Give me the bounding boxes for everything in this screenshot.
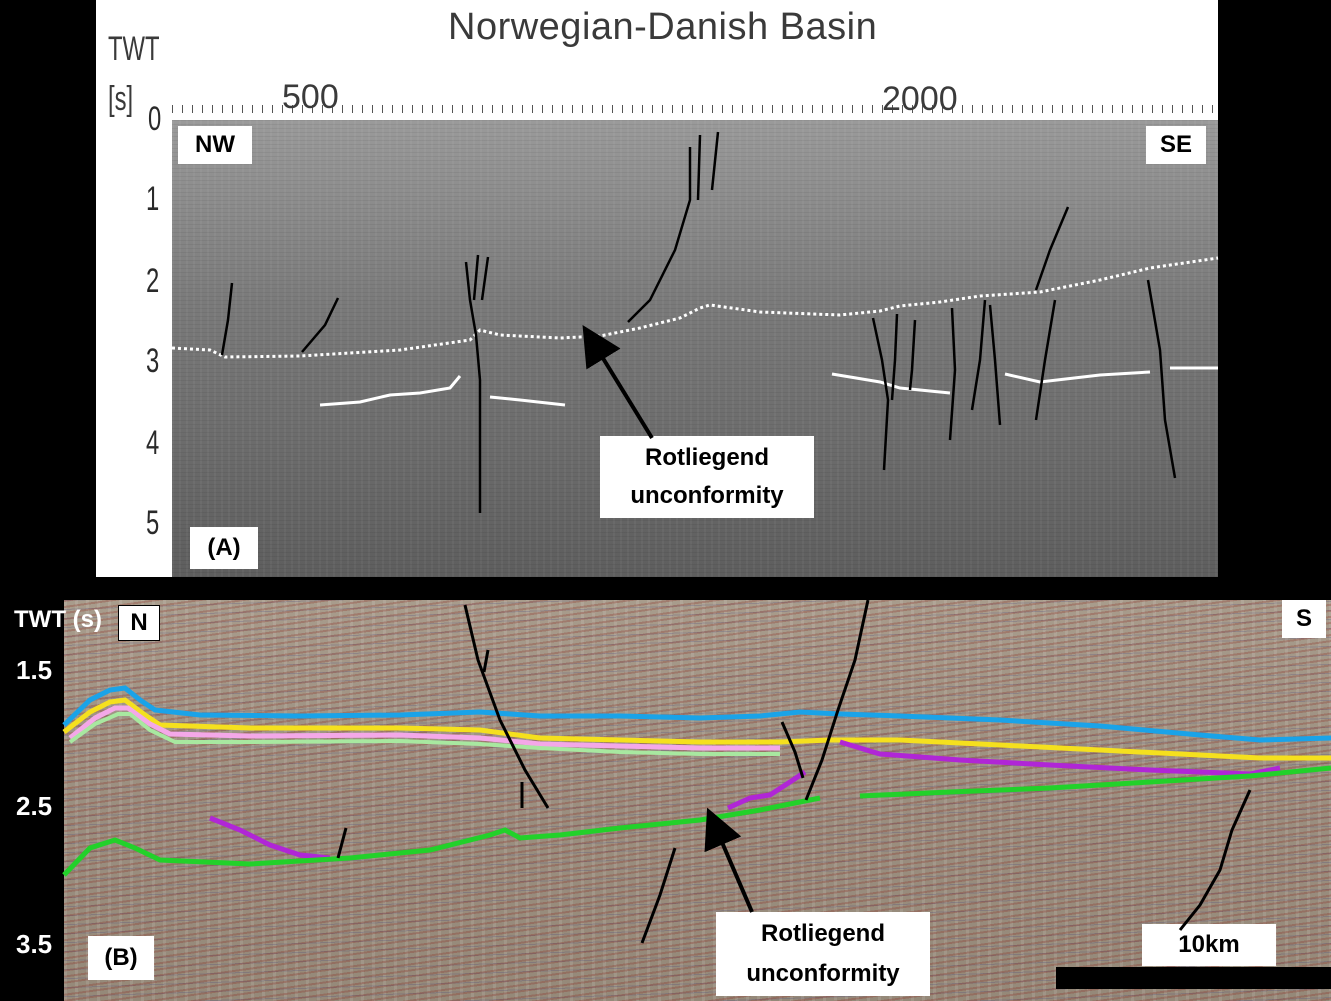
panel-a-trace-500: 500	[282, 78, 339, 116]
panel-a-y-tick-4: 4	[146, 424, 160, 462]
panel-a-horizon-right2	[1004, 370, 1151, 384]
panel-b-horizon-purple-mid	[726, 769, 807, 811]
panel-b-y-tick-1-5: 1.5	[16, 655, 53, 685]
panel-b-annotation-line1: Rotliegend	[761, 920, 885, 947]
panel-b-horizon-yellow	[62, 697, 1331, 761]
seismic-section-b	[64, 600, 1331, 1001]
panel-a-y-tick-5: 5	[146, 504, 160, 542]
panel-a-horizon-left	[319, 375, 462, 407]
panel-b-annotation-line2: unconformity	[746, 960, 900, 987]
panel-b-horizon-green-right	[859, 765, 1331, 799]
panel-b-axis-label: TWT (s)	[14, 606, 102, 633]
panel-b-y-tick-2-5: 2.5	[16, 791, 53, 821]
panel-b-horizon-blue	[62, 685, 1331, 743]
panel-b-horizon-lightgreen	[68, 712, 780, 756]
panel-a-y-tick-3: 3	[146, 342, 160, 380]
panel-a-y-tick-0: 0	[148, 100, 162, 138]
panel-b-horizon-pink	[68, 705, 780, 751]
panel-b-horizon-green	[62, 795, 821, 877]
panel-a-horizon-mid	[489, 395, 566, 407]
panel-a-axis-label-twt: TWT	[108, 30, 160, 68]
panel-b-label: (B)	[88, 936, 154, 980]
panel-a-se-label: SE	[1146, 126, 1206, 164]
panel-a-annotation: Rotliegend unconformity	[600, 436, 814, 518]
panel-b-y-tick-3-5: 3.5	[16, 929, 53, 959]
panel-a-title: Norwegian-Danish Basin	[448, 6, 878, 48]
panel-b-s-label: S	[1282, 600, 1326, 638]
panel-b-horizon-purple-left	[209, 815, 331, 861]
panel-a-y-tick-2: 2	[146, 262, 160, 300]
scale-bar	[1056, 967, 1331, 989]
panel-a-label: (A)	[190, 527, 258, 569]
panel-b-faults	[336, 599, 1252, 944]
panel-a-y-tick-1: 1	[146, 180, 160, 218]
panel-a-axis-label-unit: [s]	[108, 80, 134, 118]
panel-a-trace-2000: 2000	[882, 80, 958, 118]
panel-a-annotation-line1: Rotliegend	[645, 444, 769, 471]
panel-b-arrow	[704, 807, 754, 913]
scale-label: 10km	[1142, 924, 1276, 966]
panel-a-arrow	[582, 324, 654, 440]
panel-a-nw-label: NW	[178, 126, 252, 164]
panel-b-annotation: Rotliegend unconformity	[716, 912, 930, 996]
panel-a-unconformity	[171, 256, 1219, 359]
panel-a-faults	[220, 131, 1177, 513]
panel-a-annotation-line2: unconformity	[630, 482, 784, 509]
panel-a-horizon-right1	[831, 372, 951, 395]
panel-a-trace-ruler	[172, 105, 1218, 113]
panel-b-n-label: N	[118, 605, 160, 641]
